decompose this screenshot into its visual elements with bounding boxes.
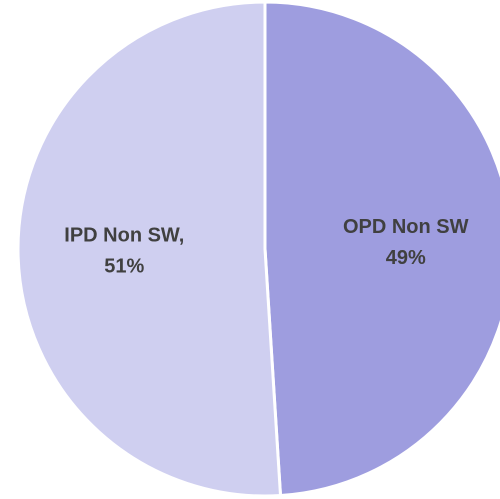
slice-value-label: 51% xyxy=(104,256,144,278)
slice-label: OPD Non SW xyxy=(343,216,469,238)
pie-slice xyxy=(16,0,283,498)
slice-label: IPD Non SW, xyxy=(64,225,184,247)
pie-slice xyxy=(263,0,500,498)
slice-value-label: 49% xyxy=(386,247,426,269)
